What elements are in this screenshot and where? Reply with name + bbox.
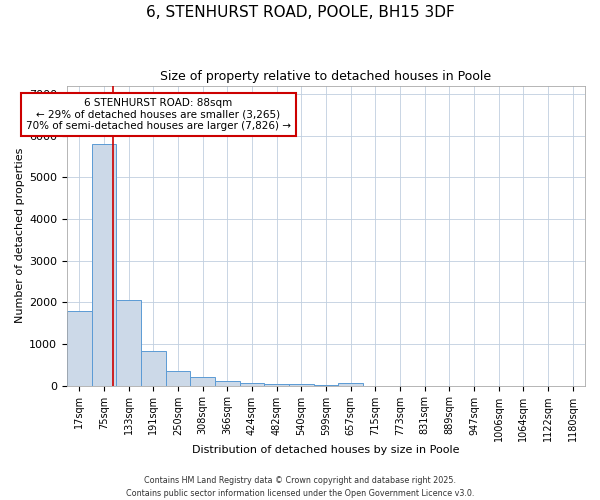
- Bar: [338, 383, 363, 386]
- Bar: [190, 378, 215, 386]
- Bar: [166, 371, 190, 386]
- Bar: [141, 352, 166, 386]
- Bar: [215, 382, 239, 386]
- Bar: [289, 384, 314, 386]
- Bar: [265, 384, 289, 386]
- X-axis label: Distribution of detached houses by size in Poole: Distribution of detached houses by size …: [192, 445, 460, 455]
- Bar: [67, 310, 92, 386]
- Bar: [239, 383, 265, 386]
- Y-axis label: Number of detached properties: Number of detached properties: [15, 148, 25, 324]
- Bar: [314, 385, 338, 386]
- Text: 6 STENHURST ROAD: 88sqm
← 29% of detached houses are smaller (3,265)
70% of semi: 6 STENHURST ROAD: 88sqm ← 29% of detache…: [26, 98, 291, 132]
- Bar: [116, 300, 141, 386]
- Text: 6, STENHURST ROAD, POOLE, BH15 3DF: 6, STENHURST ROAD, POOLE, BH15 3DF: [146, 5, 454, 20]
- Bar: [92, 144, 116, 386]
- Text: Contains HM Land Registry data © Crown copyright and database right 2025.
Contai: Contains HM Land Registry data © Crown c…: [126, 476, 474, 498]
- Title: Size of property relative to detached houses in Poole: Size of property relative to detached ho…: [160, 70, 491, 83]
